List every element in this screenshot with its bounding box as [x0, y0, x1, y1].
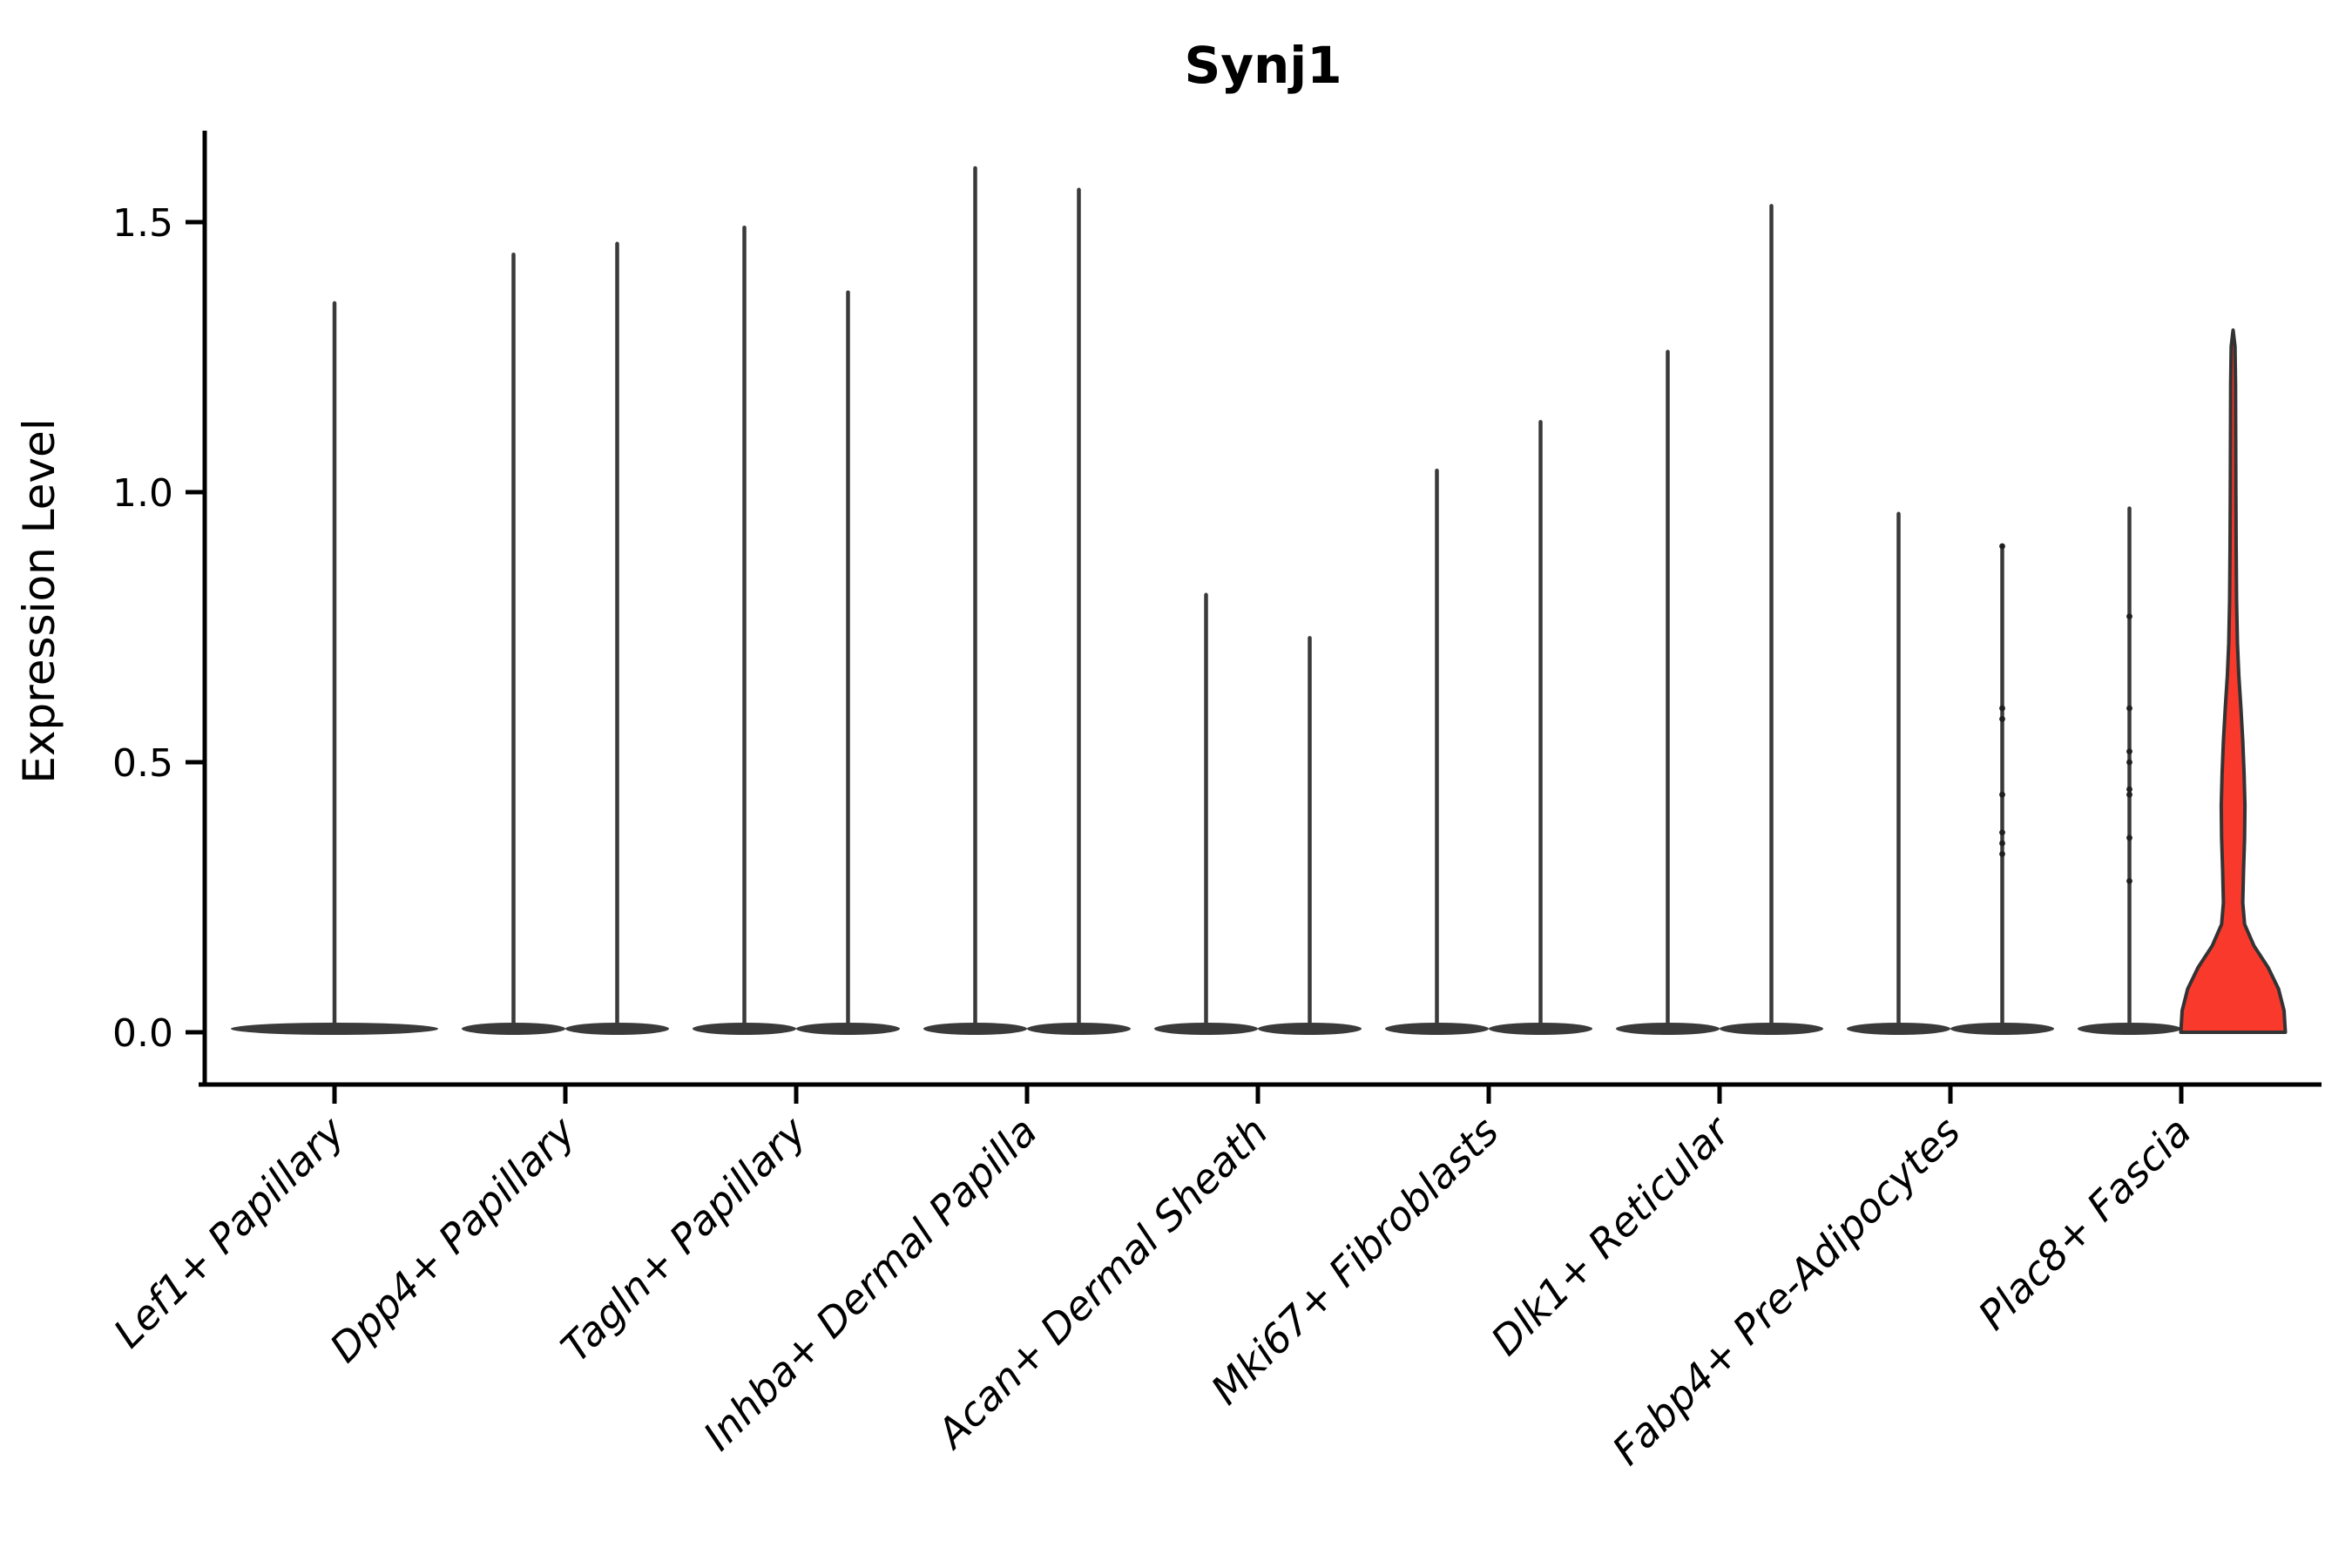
violin: [565, 241, 669, 1035]
violin: [1616, 349, 1720, 1035]
violin: [2078, 506, 2181, 1035]
violin: [1847, 511, 1950, 1035]
y-tick-label: 1.5: [112, 201, 173, 246]
expression-dot: [1999, 543, 2005, 550]
violin: [1950, 543, 2054, 1035]
violins-layer: [231, 166, 2288, 1035]
violin: [462, 252, 565, 1035]
expression-dot: [1999, 840, 2005, 847]
expression-dot: [2126, 705, 2132, 712]
violin: [231, 301, 438, 1035]
expression-dot: [1999, 791, 2005, 798]
violin-highlighted: [2179, 328, 2288, 1034]
expression-dot: [2126, 835, 2132, 841]
x-tick-label: Plac8+ Fascia: [1969, 1108, 2200, 1339]
y-tick-label: 1.0: [112, 471, 173, 516]
expression-dot: [2126, 878, 2132, 884]
expression-dot: [1999, 851, 2005, 857]
x-tick-label: Tagln+ Papillary: [551, 1107, 815, 1371]
violin: [1154, 592, 1258, 1035]
y-tick-label: 0.5: [112, 741, 173, 786]
violin: [693, 225, 796, 1035]
violin-shape: [2179, 328, 2288, 1034]
chart-title: Synj1: [1184, 36, 1342, 95]
y-axis-label: Expression Level: [14, 418, 64, 783]
expression-dot: [1999, 716, 2005, 722]
violin: [1027, 187, 1131, 1035]
violin: [796, 290, 900, 1035]
violin: [1489, 420, 1592, 1035]
x-tick-label: Dlk1+ Reticular: [1482, 1105, 1740, 1364]
expression-dot: [1999, 705, 2005, 712]
x-tick-label: Dpp4+ Papillary: [321, 1107, 585, 1371]
violin: [1720, 204, 1823, 1035]
violin: [1385, 468, 1489, 1035]
violin: [923, 166, 1027, 1035]
violin: [1258, 636, 1362, 1035]
expression-dot: [2126, 759, 2132, 766]
expression-dot: [2126, 748, 2132, 754]
expression-dot: [2126, 613, 2132, 619]
expression-dot: [1999, 829, 2005, 835]
y-tick-label: 0.0: [112, 1011, 173, 1056]
expression-dot: [2126, 791, 2132, 798]
x-tick-label: Lef1+ Papillary: [105, 1107, 354, 1356]
expression-dot: [2126, 786, 2132, 793]
